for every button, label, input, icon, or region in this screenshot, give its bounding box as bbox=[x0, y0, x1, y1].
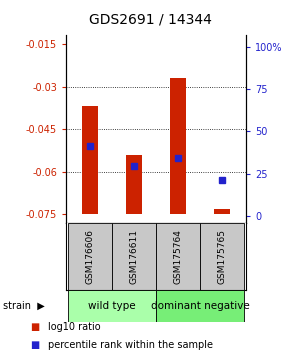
Bar bbox=[126, 155, 142, 215]
Text: GSM175764: GSM175764 bbox=[173, 229, 182, 284]
Bar bbox=[112, 223, 156, 290]
Bar bbox=[82, 107, 98, 215]
Text: wild type: wild type bbox=[88, 301, 136, 311]
Bar bbox=[200, 223, 244, 290]
Text: ■: ■ bbox=[30, 322, 39, 332]
Bar bbox=[170, 78, 186, 215]
Text: GSM176606: GSM176606 bbox=[85, 229, 94, 284]
Bar bbox=[214, 209, 230, 215]
Text: GSM175765: GSM175765 bbox=[218, 229, 226, 284]
Text: strain  ▶: strain ▶ bbox=[3, 301, 45, 311]
Bar bbox=[156, 290, 244, 322]
Text: GSM176611: GSM176611 bbox=[130, 229, 139, 284]
Text: percentile rank within the sample: percentile rank within the sample bbox=[48, 340, 213, 350]
Text: GDS2691 / 14344: GDS2691 / 14344 bbox=[88, 12, 212, 27]
Bar bbox=[156, 223, 200, 290]
Text: dominant negative: dominant negative bbox=[151, 301, 249, 311]
Text: log10 ratio: log10 ratio bbox=[48, 322, 100, 332]
Text: ■: ■ bbox=[30, 340, 39, 350]
Bar bbox=[68, 290, 156, 322]
Bar bbox=[68, 223, 112, 290]
